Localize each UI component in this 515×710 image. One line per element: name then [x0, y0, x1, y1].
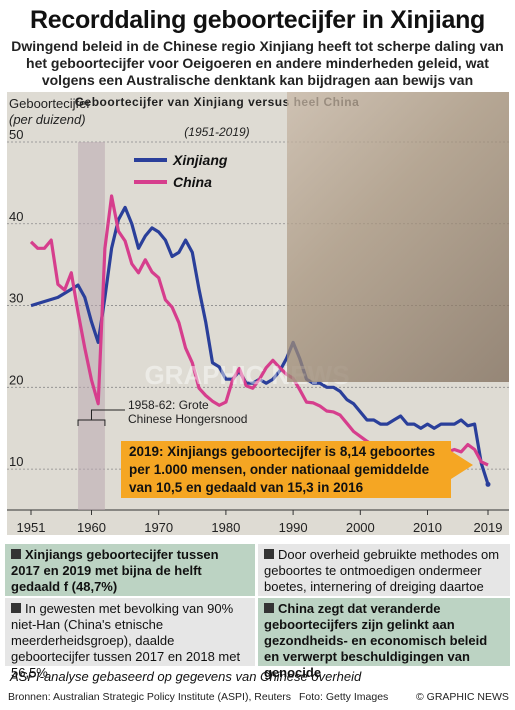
analysis-note: ASPI-analyse gebaseerd op gegevens van C…	[10, 669, 362, 684]
x-tick-label: 1990	[279, 520, 308, 535]
y-axis-label: Geboortecijfer	[9, 96, 91, 111]
bullet-square-icon	[11, 549, 21, 559]
fact-text: China zegt dat veranderde geboortecijfer…	[264, 601, 488, 680]
xinjiang-2019-point	[485, 481, 491, 487]
sources: Bronnen: Australian Strategic Policy Ins…	[8, 691, 292, 703]
fact-text: Door overheid gebruikte methodes om gebo…	[264, 547, 500, 594]
y-tick-label: 40	[9, 209, 23, 224]
x-tick-label: 2019	[474, 520, 503, 535]
x-tick-label: 1951	[17, 520, 46, 535]
fact-box-china-response: China zegt dat veranderde geboortecijfer…	[258, 598, 510, 680]
fact-text: In gewesten met bevolking van 90% niet-H…	[11, 601, 241, 680]
photo-credit: Foto: Getty Images	[299, 691, 389, 703]
famine-label-line1: 1958-62: Grote	[128, 398, 209, 412]
bullet-square-icon	[264, 603, 274, 613]
y-tick-label: 10	[9, 454, 23, 469]
legend-label: China	[173, 174, 212, 190]
y-tick-label: 20	[9, 372, 23, 387]
famine-label-line2: Chinese Hongersnood	[128, 412, 247, 426]
x-tick-label: 1960	[77, 520, 106, 535]
chart-subtitle: (1951-2019)	[184, 125, 249, 139]
x-tick-label: 2010	[413, 520, 442, 535]
fact-box-decline: Xinjiangs geboortecijfer tussen 2017 en …	[5, 544, 255, 596]
x-tick-label: 2000	[346, 520, 375, 535]
fact-box-methods: Door overheid gebruikte methodes om gebo…	[258, 544, 510, 596]
brand-credit: © GRAPHIC NEWS	[416, 691, 509, 703]
bullet-square-icon	[11, 603, 21, 613]
x-tick-label: 1970	[144, 520, 173, 535]
birth-rate-chart: 10 20 30 40 50 1951 1960 1970 1980 1990 2000 2010 20…	[7, 95, 509, 535]
y-tick-label: 30	[9, 291, 23, 306]
series-line-xinjiang	[30, 205, 490, 485]
callout-arrow	[451, 451, 473, 479]
page-title: Recorddaling geboortecijfer in Xinjiang	[29, 6, 486, 34]
famine-bracket	[77, 409, 125, 426]
legend-label: Xinjiang	[172, 152, 228, 168]
fact-box-non-han: In gewesten met bevolking van 90% niet-H…	[5, 598, 255, 680]
photo-mother-child	[287, 92, 509, 382]
y-axis-unit: (per duizend)	[9, 112, 86, 127]
fact-text: Xinjiangs geboortecijfer tussen 2017 en …	[11, 547, 219, 594]
y-tick-label: 50	[9, 127, 23, 142]
bullet-square-icon	[264, 549, 274, 559]
x-tick-label: 1980	[211, 520, 240, 535]
callout-2019: 2019: Xinjiangs geboortecijfer is 8,14 g…	[121, 441, 451, 498]
